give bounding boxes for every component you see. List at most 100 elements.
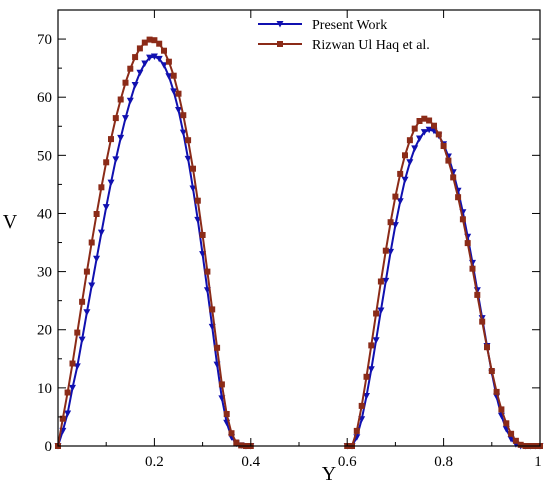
data-point (373, 310, 380, 317)
data-point (382, 277, 390, 285)
data-point (112, 115, 119, 122)
data-point (209, 306, 216, 313)
data-point (420, 129, 428, 136)
data-point (180, 112, 187, 119)
data-point (131, 81, 139, 89)
data-point (392, 193, 399, 200)
x-tick-label: 0.6 (338, 454, 357, 470)
data-point (97, 229, 105, 237)
y-tick-label: 0 (45, 439, 53, 455)
legend-label: Present Work (312, 18, 387, 33)
data-point (503, 420, 510, 427)
data-point (498, 406, 505, 413)
data-point (98, 184, 105, 191)
data-point (78, 336, 86, 344)
data-point (102, 204, 110, 211)
data-point (126, 97, 134, 105)
data-point (132, 54, 139, 61)
data-point (512, 437, 519, 444)
data-point (377, 278, 384, 285)
legend-entry: Rizwan Ul Haq et al. (258, 38, 430, 53)
data-point (93, 211, 100, 217)
data-point (136, 69, 144, 77)
data-point (391, 222, 399, 229)
data-point (416, 118, 423, 124)
data-point (83, 309, 91, 316)
data-point (406, 159, 414, 166)
data-point (479, 318, 486, 325)
x-tick-label: 0.4 (241, 454, 260, 470)
data-point (175, 90, 182, 97)
legend: Present Work Rizwan Ul Haq et al. (258, 18, 430, 53)
data-point (146, 54, 154, 62)
data-point (64, 410, 72, 417)
data-point (218, 381, 225, 388)
data-point (474, 291, 481, 298)
data-point (141, 39, 148, 46)
data-point (79, 298, 86, 305)
y-tick-label: 30 (37, 265, 52, 281)
data-point (170, 88, 178, 95)
data-point (108, 136, 114, 143)
data-point (170, 72, 177, 79)
data-point (136, 45, 143, 52)
y-tick-label: 10 (37, 381, 52, 397)
data-point (204, 268, 211, 275)
x-tick-label: 0.2 (145, 454, 164, 470)
data-point (416, 135, 423, 142)
data-point (372, 337, 380, 344)
legend-marker (276, 21, 284, 28)
data-point (484, 344, 490, 351)
data-point (377, 307, 385, 315)
plot-area (54, 36, 544, 450)
data-point (396, 198, 404, 205)
data-point (88, 239, 95, 246)
data-point (156, 40, 163, 47)
data-point (112, 156, 120, 163)
data-point (161, 47, 167, 54)
data-point (165, 73, 173, 80)
data-point (189, 185, 197, 192)
series-line (347, 117, 540, 447)
legend-label: Rizwan Ul Haq et al. (312, 38, 430, 53)
data-point (107, 179, 115, 187)
data-point (426, 117, 433, 124)
data-point (179, 129, 187, 137)
data-point (185, 137, 192, 144)
data-point (363, 373, 370, 380)
data-point (68, 384, 76, 392)
data-point (228, 430, 235, 437)
data-point (431, 122, 437, 129)
data-point (194, 197, 201, 204)
plot-frame (57, 9, 541, 447)
data-point (517, 441, 524, 448)
data-point (93, 255, 101, 263)
data-point (440, 143, 447, 149)
data-point (88, 282, 96, 290)
data-point (127, 65, 134, 72)
data-point (406, 137, 413, 144)
x-tick-label: 0.8 (434, 454, 453, 470)
data-point (382, 247, 389, 254)
legend-entry: Present Work (258, 18, 387, 33)
data-point (117, 134, 125, 142)
data-point (455, 194, 462, 201)
data-point (469, 265, 476, 272)
data-point (141, 60, 149, 67)
data-point (122, 79, 129, 86)
data-point (450, 174, 457, 181)
series-line (347, 128, 540, 447)
data-point (445, 157, 452, 164)
data-point (368, 342, 375, 349)
data-point (117, 96, 124, 103)
x-axis-label: Y (322, 463, 336, 485)
data-point (488, 368, 495, 374)
data-point (387, 248, 395, 256)
data-point (397, 170, 404, 177)
data-point (421, 115, 428, 122)
y-tick-label: 20 (37, 323, 52, 339)
data-point (387, 219, 394, 226)
y-axis-label: V (3, 211, 18, 233)
legend-marker (277, 41, 283, 47)
